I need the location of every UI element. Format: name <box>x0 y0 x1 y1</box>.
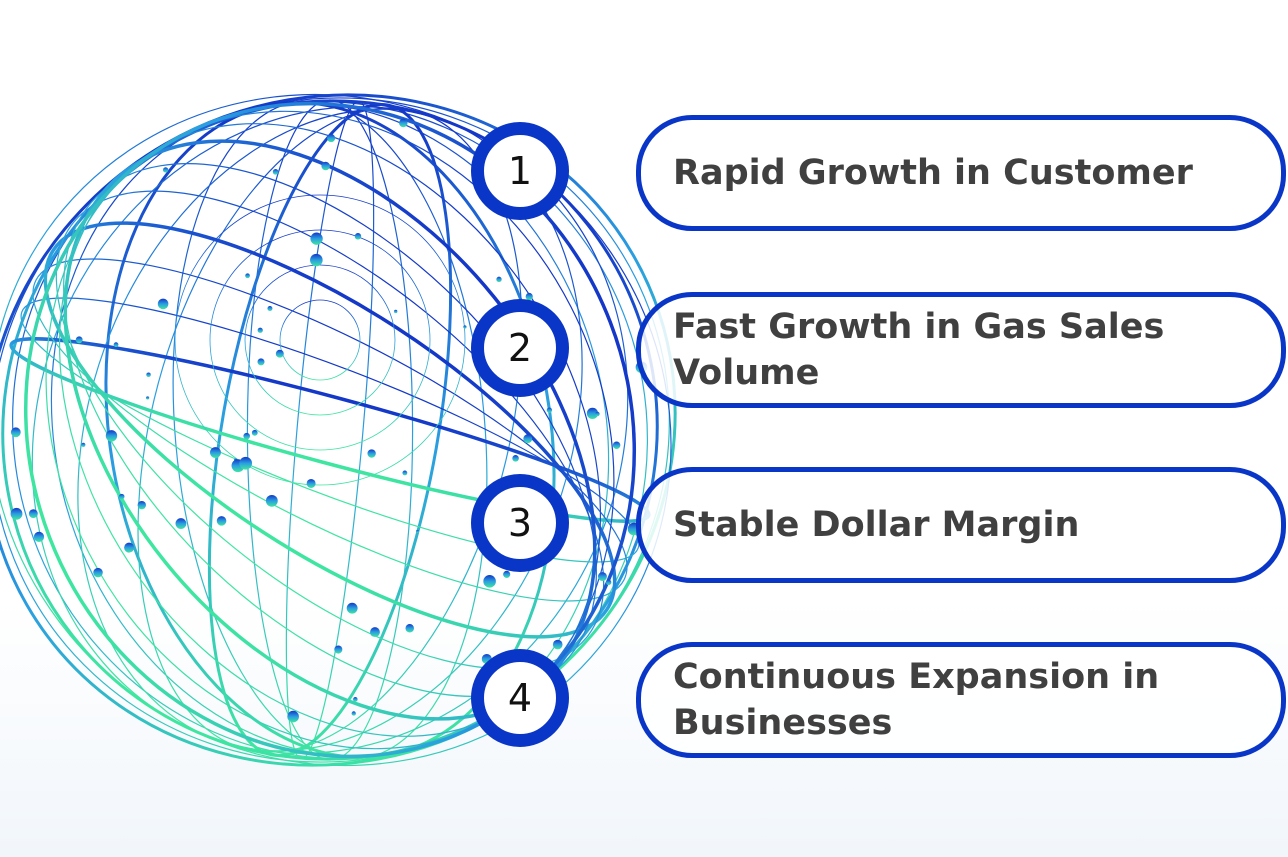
globe-dot <box>245 273 250 278</box>
globe-dot <box>402 471 407 476</box>
globe-dot <box>321 162 330 171</box>
globe-dot <box>93 568 102 577</box>
globe-dot <box>463 325 466 328</box>
number-badge: 1 <box>471 122 569 220</box>
item-pill: Fast Growth in Gas Sales Volume <box>636 292 1286 408</box>
globe-dot <box>29 509 38 518</box>
slide: 1 Rapid Growth in Customer 2 Fast Growth in… <box>0 0 1288 857</box>
number-badge: 4 <box>471 649 569 747</box>
globe-dot <box>416 530 419 533</box>
globe-dot <box>11 427 21 437</box>
globe-dot <box>394 310 397 313</box>
globe-dot <box>496 277 501 282</box>
globe-dot <box>124 543 134 553</box>
globe-dot <box>405 624 414 633</box>
globe-dot <box>327 134 335 142</box>
globe-dot <box>11 508 23 520</box>
globe-dot <box>347 603 358 614</box>
globe-meridian <box>0 40 681 820</box>
item-label: Fast Growth in Gas Sales Volume <box>641 304 1233 396</box>
globe-dot <box>34 532 44 542</box>
globe-dot <box>106 430 117 441</box>
globe-dot <box>355 233 362 240</box>
globe-dot <box>138 501 146 509</box>
number-badge: 3 <box>471 474 569 572</box>
globe-dot <box>595 412 600 417</box>
item-pill: Continuous Expansion in Businesses <box>636 642 1286 758</box>
globe-dot <box>146 372 151 377</box>
globe-dot <box>210 447 221 458</box>
globe-dot <box>547 407 552 412</box>
globe-parallel <box>0 198 666 662</box>
globe-dot <box>353 697 358 702</box>
globe-dot <box>352 711 356 715</box>
globe-dot <box>512 455 519 462</box>
globe-dot <box>76 336 83 343</box>
globe-dot <box>503 571 510 578</box>
globe-dot <box>146 396 149 399</box>
globe-dot <box>273 169 279 175</box>
globe-dot <box>483 575 496 588</box>
globe-dot <box>523 434 532 443</box>
item-label: Rapid Growth in Customer <box>641 150 1233 196</box>
globe-ring <box>280 300 360 380</box>
globe-dot <box>217 516 227 526</box>
globe-parallel <box>0 253 661 607</box>
globe-dot <box>287 711 299 723</box>
globe-dot <box>239 457 252 470</box>
globe-meridian <box>268 98 391 761</box>
globe-dot <box>613 441 621 449</box>
globe-dot <box>606 580 611 585</box>
globe-dot <box>114 342 119 347</box>
globe-dot <box>399 119 407 127</box>
globe-dot <box>307 479 316 488</box>
item-pill: Stable Dollar Margin <box>636 467 1286 583</box>
globe-dot <box>370 627 380 637</box>
item-pill: Rapid Growth in Customer <box>636 115 1286 231</box>
item-label: Stable Dollar Margin <box>641 502 1233 548</box>
globe-dot <box>119 494 125 500</box>
globe-dot <box>367 449 375 457</box>
globe-meridian <box>0 12 740 848</box>
globe-dot <box>598 572 607 581</box>
globe-dot <box>310 233 322 245</box>
globe-dot <box>243 433 250 440</box>
globe-dot <box>81 443 85 447</box>
item-label: Continuous Expansion in Businesses <box>641 654 1233 746</box>
globe-meridian <box>0 8 732 851</box>
globe-dot <box>258 328 263 333</box>
globe-dot <box>176 518 187 529</box>
globe-dot <box>266 495 278 507</box>
globe-dot <box>553 640 563 650</box>
globe-dot <box>257 358 264 365</box>
globe-dot <box>252 430 258 436</box>
globe-dot <box>163 167 168 172</box>
globe-dot <box>267 306 272 311</box>
globe-dot <box>276 350 284 358</box>
globe-dot <box>310 254 323 267</box>
globe-dot <box>158 299 169 310</box>
globe-dot <box>334 646 342 654</box>
number-badge: 2 <box>471 299 569 397</box>
